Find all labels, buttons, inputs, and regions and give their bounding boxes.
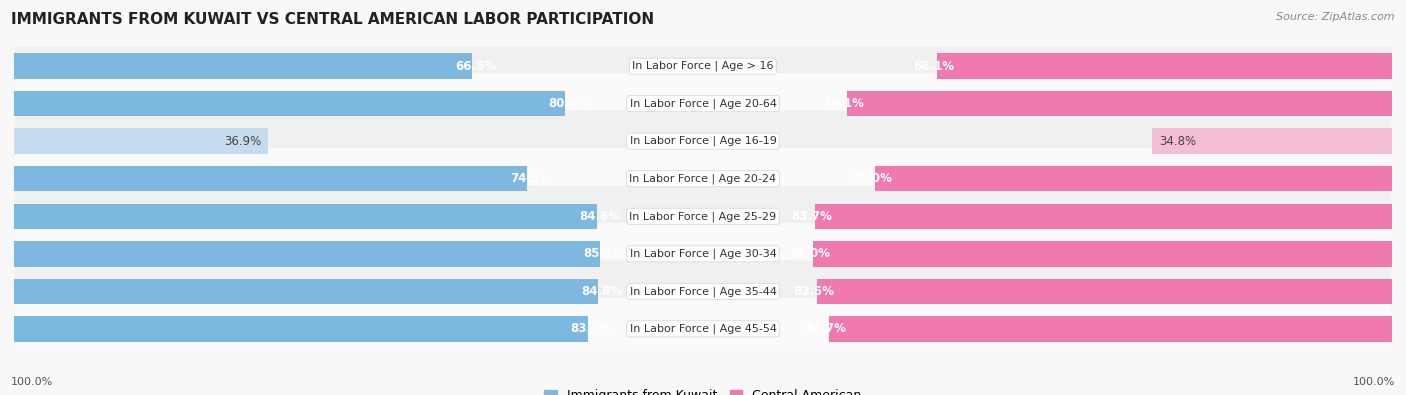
Text: 83.3%: 83.3% <box>571 322 612 335</box>
Text: 66.5%: 66.5% <box>456 60 496 73</box>
Bar <box>14 278 599 304</box>
FancyBboxPatch shape <box>14 186 1392 247</box>
Text: In Labor Force | Age 20-24: In Labor Force | Age 20-24 <box>630 173 776 184</box>
Bar <box>815 203 1392 229</box>
Text: IMMIGRANTS FROM KUWAIT VS CENTRAL AMERICAN LABOR PARTICIPATION: IMMIGRANTS FROM KUWAIT VS CENTRAL AMERIC… <box>11 12 654 27</box>
FancyBboxPatch shape <box>14 223 1392 284</box>
Text: 84.8%: 84.8% <box>581 285 623 298</box>
Bar <box>830 316 1392 342</box>
Text: 100.0%: 100.0% <box>11 377 53 387</box>
Text: 36.9%: 36.9% <box>224 135 262 148</box>
Text: 100.0%: 100.0% <box>1353 377 1395 387</box>
Text: 66.1%: 66.1% <box>912 60 953 73</box>
Bar <box>14 316 588 342</box>
Text: 80.0%: 80.0% <box>548 97 589 110</box>
Bar <box>14 128 269 154</box>
FancyBboxPatch shape <box>14 148 1392 209</box>
Bar <box>846 91 1392 117</box>
Bar <box>936 53 1392 79</box>
Bar <box>1152 128 1392 154</box>
FancyBboxPatch shape <box>14 261 1392 322</box>
Legend: Immigrants from Kuwait, Central American: Immigrants from Kuwait, Central American <box>540 384 866 395</box>
Text: 85.1%: 85.1% <box>583 247 624 260</box>
Text: 84.0%: 84.0% <box>789 247 831 260</box>
Text: In Labor Force | Age 30-34: In Labor Force | Age 30-34 <box>630 248 776 259</box>
FancyBboxPatch shape <box>14 36 1392 97</box>
Text: 79.1%: 79.1% <box>824 97 865 110</box>
FancyBboxPatch shape <box>14 111 1392 172</box>
Text: In Labor Force | Age > 16: In Labor Force | Age > 16 <box>633 61 773 71</box>
Text: 75.0%: 75.0% <box>852 172 893 185</box>
Text: 34.8%: 34.8% <box>1159 135 1197 148</box>
Text: Source: ZipAtlas.com: Source: ZipAtlas.com <box>1277 12 1395 22</box>
Text: In Labor Force | Age 45-54: In Labor Force | Age 45-54 <box>630 324 776 334</box>
Bar <box>14 166 527 192</box>
FancyBboxPatch shape <box>14 73 1392 134</box>
Text: In Labor Force | Age 25-29: In Labor Force | Age 25-29 <box>630 211 776 222</box>
Text: 83.7%: 83.7% <box>792 210 832 223</box>
Text: 74.5%: 74.5% <box>510 172 551 185</box>
Text: 83.5%: 83.5% <box>793 285 834 298</box>
Text: In Labor Force | Age 20-64: In Labor Force | Age 20-64 <box>630 98 776 109</box>
Bar <box>14 53 472 79</box>
Text: 84.6%: 84.6% <box>579 210 621 223</box>
FancyBboxPatch shape <box>14 298 1392 359</box>
Text: 81.7%: 81.7% <box>806 322 846 335</box>
Bar <box>14 241 600 267</box>
Bar <box>875 166 1392 192</box>
Bar <box>813 241 1392 267</box>
Text: In Labor Force | Age 35-44: In Labor Force | Age 35-44 <box>630 286 776 297</box>
Bar <box>817 278 1392 304</box>
Bar <box>14 91 565 117</box>
Text: In Labor Force | Age 16-19: In Labor Force | Age 16-19 <box>630 136 776 147</box>
Bar <box>14 203 598 229</box>
